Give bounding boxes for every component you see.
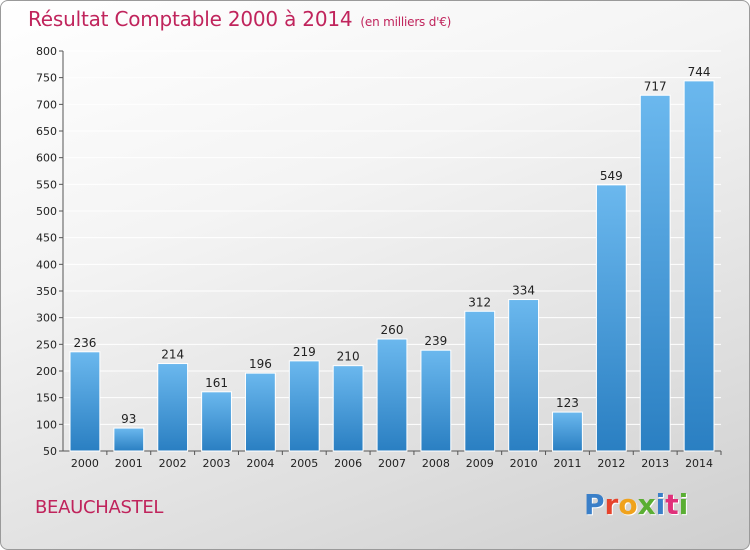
bar [552, 411, 583, 452]
labels: 236 2000 93 2001 214 2002 161 2003 196 2004 219 200… [71, 65, 713, 470]
commune-name: BEAUCHASTEL [35, 497, 164, 518]
data-label: 312 [468, 295, 491, 309]
x-tick-label: 2014 [685, 457, 713, 470]
data-label: 236 [73, 336, 96, 350]
y-tick-label: 700 [36, 98, 57, 111]
bar [683, 80, 715, 452]
x-tick-label: 2012 [597, 457, 625, 470]
data-label: 717 [644, 79, 667, 93]
x-tick-label: 2006 [334, 457, 362, 470]
x-tick-label: 2003 [203, 457, 231, 470]
data-label: 260 [381, 323, 404, 337]
y-tick-label: 800 [36, 45, 57, 58]
y-tick-label: 650 [36, 125, 57, 138]
x-tick-label: 2013 [641, 457, 669, 470]
y-tick-label: 600 [36, 152, 57, 165]
chart-title-text: Résultat Comptable 2000 à 2014 [28, 7, 353, 31]
bar [376, 338, 408, 452]
bar [639, 94, 671, 452]
data-label: 210 [337, 350, 360, 364]
bar [420, 349, 452, 452]
data-label: 196 [249, 357, 272, 371]
x-tick-label: 2005 [290, 457, 318, 470]
x-tick-label: 2011 [553, 457, 581, 470]
bar [508, 299, 540, 452]
y-tick-label: 750 [36, 72, 57, 85]
data-label: 744 [688, 65, 711, 79]
data-label: 214 [161, 348, 184, 362]
bar [157, 363, 189, 452]
x-tick-label: 2001 [115, 457, 143, 470]
bar [332, 365, 364, 452]
y-tick-label: 550 [36, 178, 57, 191]
data-label: 219 [293, 345, 316, 359]
y-tick-label: 400 [36, 258, 57, 271]
logo-letter: i [678, 488, 689, 521]
bar [201, 391, 232, 452]
logo-letter: o [618, 488, 638, 521]
chart-title: Résultat Comptable 2000 à 2014 (en millie… [28, 7, 451, 31]
data-label: 93 [121, 412, 136, 426]
data-label: 239 [424, 334, 447, 348]
x-tick-label: 2004 [246, 457, 274, 470]
logo-letter: x [637, 488, 656, 521]
x-tick-label: 2007 [378, 457, 406, 470]
y-tick-label: 200 [36, 365, 57, 378]
logo-letter: i [655, 488, 666, 521]
bar [288, 360, 320, 452]
y-tick-label: 250 [36, 338, 57, 351]
y-tick-label: 300 [36, 312, 57, 325]
x-tick-label: 2009 [466, 457, 494, 470]
logo-letter: t [665, 488, 679, 521]
logo-letter: r [604, 488, 619, 521]
x-tick-label: 2008 [422, 457, 450, 470]
y-tick-label: 500 [36, 205, 57, 218]
x-tick-label: 2002 [159, 457, 187, 470]
data-label: 334 [512, 284, 535, 298]
y-tick-label: 150 [36, 392, 57, 405]
chart-unit: (en milliers d'€) [360, 15, 452, 29]
bar [244, 372, 276, 452]
data-label: 123 [556, 396, 579, 410]
bar [464, 310, 496, 452]
y-tick-label: 50 [43, 445, 57, 458]
x-tick-label: 2010 [510, 457, 538, 470]
bar [595, 184, 627, 452]
data-label: 161 [205, 376, 228, 390]
x-tick-label: 2000 [71, 457, 99, 470]
bar [69, 351, 101, 452]
logo-letter: P [584, 488, 605, 521]
bar [113, 427, 145, 452]
y-tick-label: 100 [36, 418, 57, 431]
data-label: 549 [600, 169, 623, 183]
y-tick-label: 450 [36, 232, 57, 245]
y-tick-label: 350 [36, 285, 57, 298]
bars [69, 80, 715, 452]
proxiti-logo: Proxiti [584, 488, 688, 521]
